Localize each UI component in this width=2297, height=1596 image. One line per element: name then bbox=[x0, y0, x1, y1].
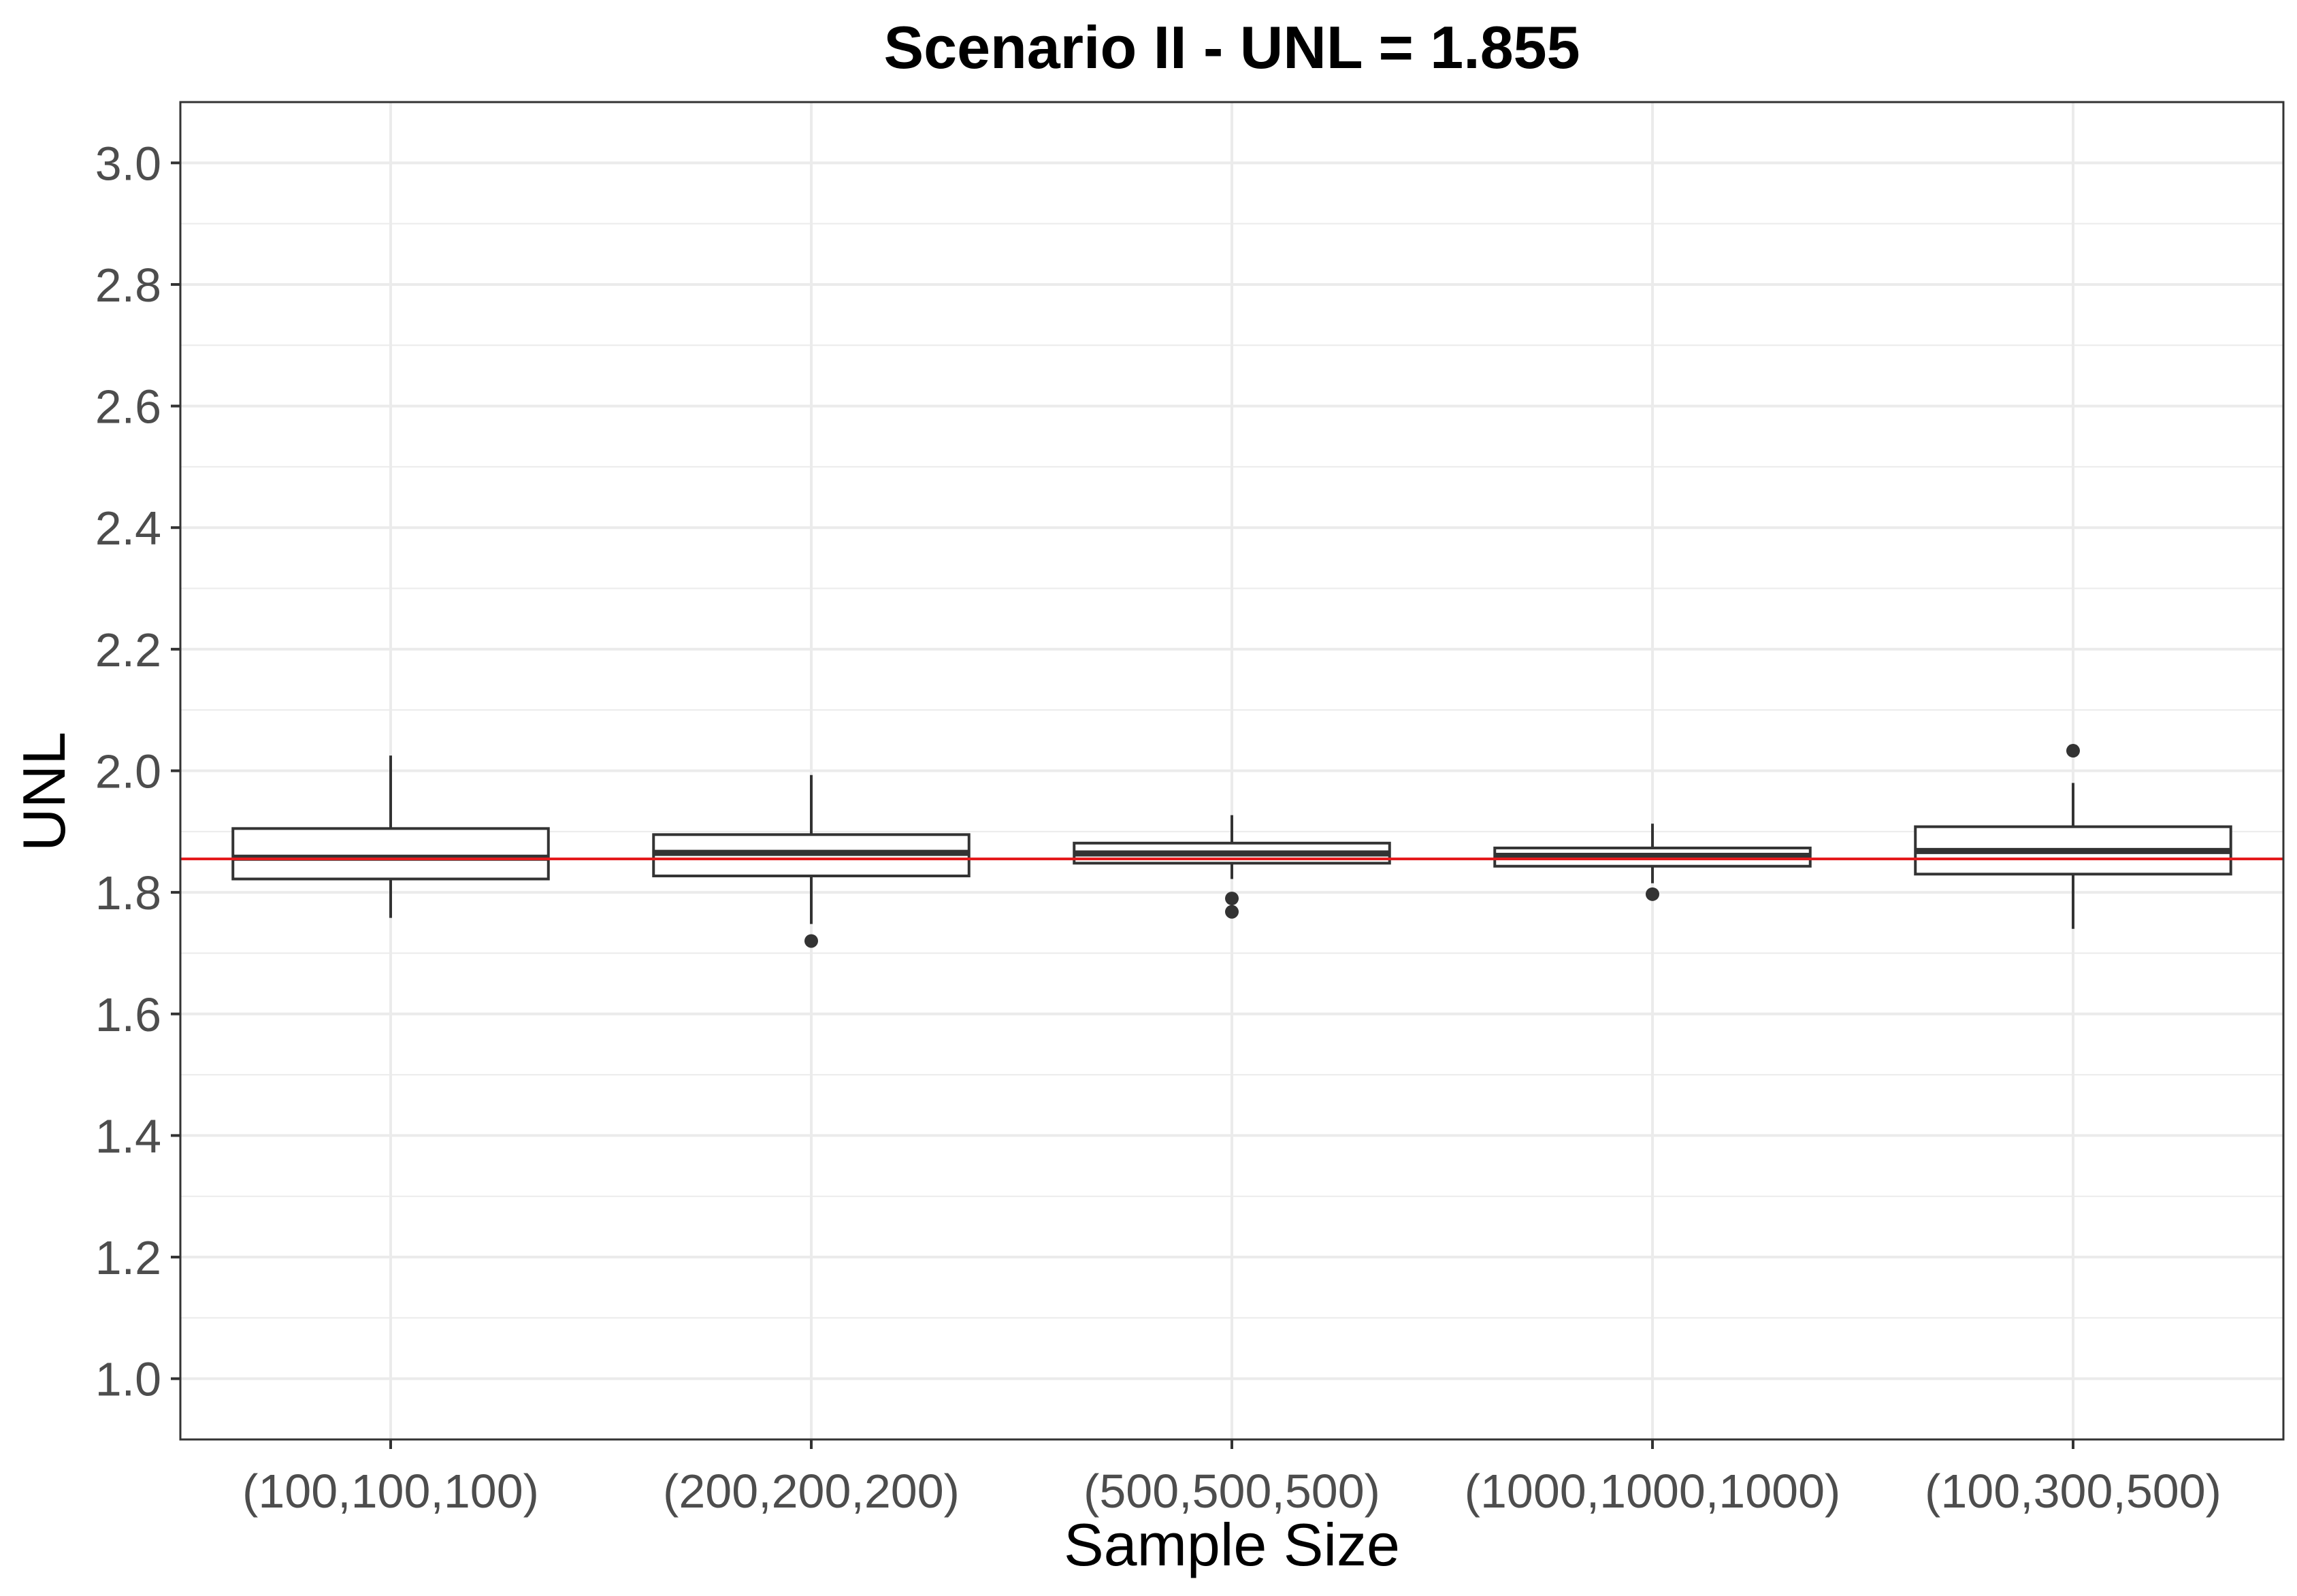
box-2 bbox=[652, 775, 971, 948]
y-tick-label: 2.4 bbox=[95, 502, 161, 555]
x-axis: (100,100,100) (200,200,200) (500,500,500) (… bbox=[242, 1439, 2221, 1518]
y-tick-label: 1.4 bbox=[95, 1109, 161, 1162]
y-tick-label: 2.2 bbox=[95, 623, 161, 677]
y-tick-label: 1.8 bbox=[95, 866, 161, 919]
outlier-point bbox=[1225, 892, 1239, 906]
outlier-point bbox=[1646, 887, 1659, 901]
outlier-point bbox=[804, 934, 818, 948]
outlier-point bbox=[2066, 744, 2080, 758]
x-tick-label: (100,100,100) bbox=[242, 1465, 539, 1518]
y-tick-label: 1.6 bbox=[95, 988, 161, 1041]
x-axis-title: Sample Size bbox=[1064, 1511, 1400, 1578]
y-axis: 1.0 1.2 1.4 1.6 1.8 2.0 2.2 2.4 2.6 2.8 3.0 bbox=[95, 137, 180, 1406]
chart-title: Scenario II - UNL = 1.855 bbox=[883, 14, 1580, 81]
box-5 bbox=[1914, 744, 2232, 929]
x-tick-label: (200,200,200) bbox=[663, 1465, 960, 1518]
box-iqr bbox=[231, 827, 550, 881]
y-axis-title: UNL bbox=[10, 732, 78, 851]
y-tick-label: 1.2 bbox=[95, 1231, 161, 1284]
y-tick-label: 2.0 bbox=[95, 745, 161, 798]
y-tick-label: 2.8 bbox=[95, 259, 161, 312]
y-tick-label: 2.6 bbox=[95, 380, 161, 434]
box-series bbox=[231, 744, 2232, 948]
y-tick-label: 1.0 bbox=[95, 1353, 161, 1406]
x-tick-label: (1000,1000,1000) bbox=[1465, 1465, 1841, 1518]
x-tick-label: (100,300,500) bbox=[1925, 1465, 2221, 1518]
box-4 bbox=[1493, 824, 1812, 901]
y-tick-label: 3.0 bbox=[95, 137, 161, 190]
outlier-point bbox=[1225, 905, 1239, 919]
major-gridlines bbox=[180, 102, 2283, 1439]
x-tick-label: (500,500,500) bbox=[1084, 1465, 1380, 1518]
